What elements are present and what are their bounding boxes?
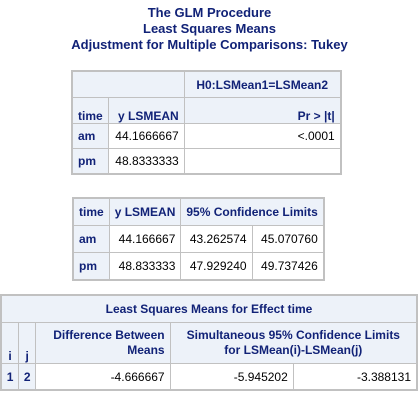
table2-lower-cell: 43.262574 <box>181 226 252 252</box>
title-adjustment: Adjustment for Multiple Comparisons: Tuk… <box>71 37 348 52</box>
table3-difference-header-line2: Means <box>127 343 165 357</box>
table1-time-cell: pm <box>73 149 108 173</box>
table2-upper-cell: 45.070760 <box>252 226 323 252</box>
table3-j-cell: 2 <box>19 364 36 389</box>
table1-lsmean-cell: 48.8333333 <box>108 149 184 173</box>
table2-upper-cell: 49.737426 <box>252 253 323 279</box>
table3-i-cell: 1 <box>2 364 19 389</box>
lsmeans-difference-table: Least Squares Means for Effect time i j … <box>0 294 418 391</box>
title-procedure: The GLM Procedure <box>147 5 272 20</box>
table2-time-cell: pm <box>74 253 109 279</box>
table3-upper-cell: -3.388131 <box>293 364 416 389</box>
table2-cl-header: 95% Confidence Limits <box>181 199 323 225</box>
lsmeans-pvalue-table: H0:LSMean1=LSMean2 time y LSMEAN Pr > |t… <box>71 70 342 175</box>
table1-hypothesis-header: H0:LSMean1=LSMean2 <box>184 72 340 97</box>
table3-difference-header-line1: Difference Between <box>53 328 165 342</box>
table1-pvalue-header: Pr > |t| <box>184 98 340 123</box>
table2-lsmean-cell: 48.833333 <box>109 253 181 279</box>
table1-pvalue-cell: <.0001 <box>184 124 340 148</box>
table2-lower-cell: 47.929240 <box>181 253 252 279</box>
lsmeans-confidence-table: time y LSMEAN 95% Confidence Limits am 4… <box>72 197 325 281</box>
table1-lsmean-cell: 44.1666667 <box>108 124 184 148</box>
table2-lsmean-cell: 44.166667 <box>109 226 181 252</box>
table3-j-header: j <box>19 323 36 363</box>
procedure-titles: The GLM Procedure Least Squares Means Ad… <box>0 5 419 53</box>
table3-difference-header: Difference Between Means <box>36 323 170 363</box>
table2-time-header: time <box>74 199 109 225</box>
table3-simultaneous-cl-header: Simultaneous 95% Confidence Limits for L… <box>170 323 416 363</box>
table2-time-cell: am <box>74 226 109 252</box>
table1-blank-header <box>73 72 184 97</box>
table3-lower-cell: -5.945202 <box>170 364 293 389</box>
table3-i-header: i <box>2 323 19 363</box>
table-row: 1 2 -4.666667 -5.945202 -3.388131 <box>2 364 416 389</box>
title-lsmeans: Least Squares Means <box>143 21 276 36</box>
table1-pvalue-cell <box>184 149 340 173</box>
table-row: pm 48.8333333 <box>73 149 340 173</box>
table1-time-header: time <box>73 98 108 123</box>
table1-lsmean-header: y LSMEAN <box>108 98 184 123</box>
table3-diff-cell: -4.666667 <box>36 364 170 389</box>
table2-lsmean-header: y LSMEAN <box>109 199 181 225</box>
table-row: pm 48.833333 47.929240 49.737426 <box>74 253 323 279</box>
table-row: am 44.1666667 <.0001 <box>73 124 340 148</box>
table3-title: Least Squares Means for Effect time <box>2 296 416 322</box>
table-row: am 44.166667 43.262574 45.070760 <box>74 226 323 252</box>
table1-time-cell: am <box>73 124 108 148</box>
table3-scl-header-line2: for LSMean(i)-LSMean(j) <box>224 343 363 357</box>
table3-scl-header-line1: Simultaneous 95% Confidence Limits <box>186 328 400 342</box>
